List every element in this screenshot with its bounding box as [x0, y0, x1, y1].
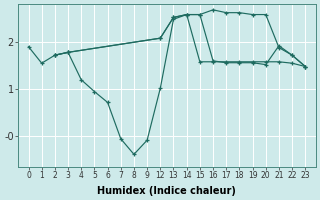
X-axis label: Humidex (Indice chaleur): Humidex (Indice chaleur)	[98, 186, 236, 196]
